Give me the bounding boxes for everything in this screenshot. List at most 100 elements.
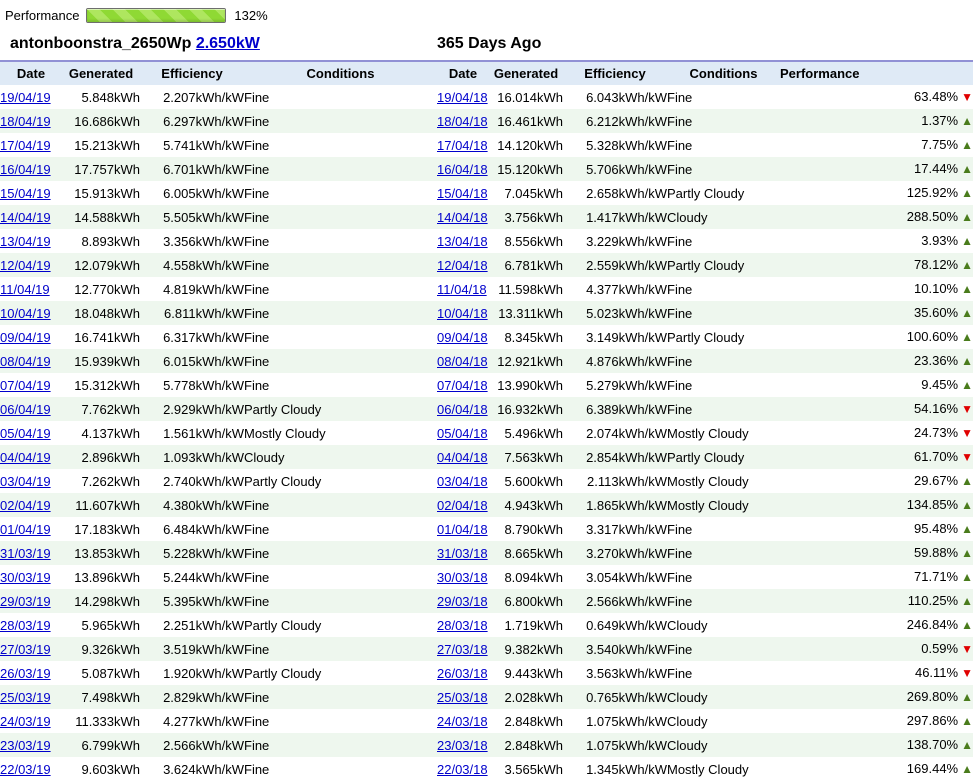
- date-link-current[interactable]: 12/04/19: [0, 257, 51, 273]
- generated-prior: 6.781kWh: [504, 257, 563, 273]
- date-link-current[interactable]: 06/04/19: [0, 401, 51, 417]
- date-link-current[interactable]: 18/04/19: [0, 113, 51, 129]
- date-link-current[interactable]: 11/04/19: [0, 281, 50, 297]
- table-row: 13/04/19 8.893kWh 3.356kWh/kW Fine 13/04…: [0, 229, 973, 253]
- date-link-current[interactable]: 25/03/19: [0, 689, 51, 705]
- capacity-link[interactable]: 2.650kW: [195, 35, 260, 52]
- date-link-prior[interactable]: 05/04/18: [437, 425, 488, 441]
- date-link-prior[interactable]: 02/04/18: [437, 497, 488, 513]
- header-conditions-prior: Conditions: [689, 66, 758, 81]
- date-link-prior[interactable]: 07/04/18: [437, 377, 488, 393]
- efficiency-prior: 1.075kWh/kW: [586, 713, 667, 729]
- performance-value: 297.86%: [906, 713, 959, 728]
- generated-prior: 8.094kWh: [504, 569, 563, 585]
- date-link-prior[interactable]: 14/04/18: [437, 209, 488, 225]
- date-link-current[interactable]: 01/04/19: [0, 521, 51, 537]
- table-row: 25/03/19 7.498kWh 2.829kWh/kW Fine 25/03…: [0, 685, 973, 709]
- date-link-prior[interactable]: 09/04/18: [437, 329, 488, 345]
- date-link-current[interactable]: 15/04/19: [0, 185, 51, 201]
- date-link-current[interactable]: 04/04/19: [0, 449, 51, 465]
- generated-prior: 4.943kWh: [504, 497, 563, 513]
- generated-prior: 7.045kWh: [504, 185, 563, 201]
- efficiency-prior: 6.212kWh/kW: [586, 113, 667, 129]
- efficiency-prior: 0.649kWh/kW: [586, 617, 667, 633]
- efficiency-current: 6.484kWh/kW: [163, 521, 244, 537]
- date-link-prior[interactable]: 06/04/18: [437, 401, 488, 417]
- date-link-current[interactable]: 14/04/19: [0, 209, 51, 225]
- date-link-prior[interactable]: 28/03/18: [437, 617, 488, 633]
- date-link-current[interactable]: 28/03/19: [0, 617, 51, 633]
- trend-down-icon: ▼: [961, 666, 973, 680]
- date-link-prior[interactable]: 22/03/18: [437, 761, 488, 777]
- date-cell-prior: 14/04/18: [437, 205, 489, 229]
- date-link-prior[interactable]: 15/04/18: [437, 185, 488, 201]
- date-link-prior[interactable]: 19/04/18: [437, 89, 488, 105]
- efficiency-prior: 3.270kWh/kW: [586, 545, 667, 561]
- date-link-current[interactable]: 29/03/19: [0, 593, 51, 609]
- date-link-prior[interactable]: 04/04/18: [437, 449, 488, 465]
- efficiency-prior: 6.043kWh/kW: [586, 89, 667, 105]
- date-link-current[interactable]: 08/04/19: [0, 353, 51, 369]
- date-link-prior[interactable]: 12/04/18: [437, 257, 488, 273]
- date-link-prior[interactable]: 27/03/18: [437, 641, 488, 657]
- table-row: 19/04/19 5.848kWh 2.207kWh/kW Fine 19/04…: [0, 85, 973, 109]
- date-link-prior[interactable]: 11/04/18: [437, 281, 487, 297]
- date-link-current[interactable]: 05/04/19: [0, 425, 51, 441]
- date-link-current[interactable]: 26/03/19: [0, 665, 51, 681]
- date-link-prior[interactable]: 03/04/18: [437, 473, 488, 489]
- performance-cell: 288.50% ▲: [780, 205, 973, 229]
- table-row: 18/04/19 16.686kWh 6.297kWh/kW Fine 18/0…: [0, 109, 973, 133]
- conditions-prior: Fine: [667, 161, 693, 177]
- conditions-current: Fine: [244, 737, 270, 753]
- date-link-current[interactable]: 17/04/19: [0, 137, 51, 153]
- date-link-current[interactable]: 07/04/19: [0, 377, 51, 393]
- date-cell-current: 18/04/19: [0, 109, 62, 133]
- date-link-current[interactable]: 02/04/19: [0, 497, 51, 513]
- table-header-row: Date Generated Efficiency Conditions Dat…: [0, 61, 973, 85]
- efficiency-current: 1.920kWh/kW: [163, 665, 244, 681]
- date-link-current[interactable]: 27/03/19: [0, 641, 51, 657]
- efficiency-prior: 3.563kWh/kW: [586, 665, 667, 681]
- table-row: 17/04/19 15.213kWh 5.741kWh/kW Fine 17/0…: [0, 133, 973, 157]
- date-link-prior[interactable]: 17/04/18: [437, 137, 488, 153]
- trend-up-icon: ▲: [961, 234, 973, 248]
- date-link-prior[interactable]: 08/04/18: [437, 353, 488, 369]
- date-link-current[interactable]: 03/04/19: [0, 473, 51, 489]
- efficiency-prior: 1.417kWh/kW: [586, 209, 667, 225]
- date-link-prior[interactable]: 01/04/18: [437, 521, 488, 537]
- trend-up-icon: ▲: [961, 258, 973, 272]
- generated-current: 15.213kWh: [74, 137, 140, 153]
- efficiency-current: 2.829kWh/kW: [163, 689, 244, 705]
- date-link-prior[interactable]: 18/04/18: [437, 113, 488, 129]
- date-link-prior[interactable]: 30/03/18: [437, 569, 488, 585]
- date-link-prior[interactable]: 10/04/18: [437, 305, 488, 321]
- efficiency-prior: 3.317kWh/kW: [586, 521, 667, 537]
- date-cell-prior: 28/03/18: [437, 613, 489, 637]
- date-link-current[interactable]: 19/04/19: [0, 89, 51, 105]
- date-link-prior[interactable]: 23/03/18: [437, 737, 488, 753]
- date-link-current[interactable]: 22/03/19: [0, 761, 51, 777]
- date-link-prior[interactable]: 16/04/18: [437, 161, 488, 177]
- date-link-current[interactable]: 13/04/19: [0, 233, 51, 249]
- performance-cell: 95.48% ▲: [780, 517, 973, 541]
- date-link-prior[interactable]: 13/04/18: [437, 233, 488, 249]
- efficiency-current: 5.395kWh/kW: [163, 593, 244, 609]
- efficiency-prior: 3.149kWh/kW: [586, 329, 667, 345]
- conditions-current: Fine: [244, 89, 270, 105]
- date-link-prior[interactable]: 24/03/18: [437, 713, 488, 729]
- date-link-current[interactable]: 24/03/19: [0, 713, 51, 729]
- date-link-prior[interactable]: 25/03/18: [437, 689, 488, 705]
- date-link-current[interactable]: 09/04/19: [0, 329, 51, 345]
- date-link-current[interactable]: 16/04/19: [0, 161, 51, 177]
- date-cell-current: 17/04/19: [0, 133, 62, 157]
- date-link-current[interactable]: 10/04/19: [0, 305, 51, 321]
- date-link-prior[interactable]: 26/03/18: [437, 665, 488, 681]
- date-link-prior[interactable]: 31/03/18: [437, 545, 488, 561]
- date-link-prior[interactable]: 29/03/18: [437, 593, 488, 609]
- date-link-current[interactable]: 31/03/19: [0, 545, 51, 561]
- table-row: 26/03/19 5.087kWh 1.920kWh/kW Partly Clo…: [0, 661, 973, 685]
- date-link-current[interactable]: 23/03/19: [0, 737, 51, 753]
- date-link-current[interactable]: 30/03/19: [0, 569, 51, 585]
- efficiency-prior: 6.389kWh/kW: [586, 401, 667, 417]
- trend-up-icon: ▲: [961, 378, 973, 392]
